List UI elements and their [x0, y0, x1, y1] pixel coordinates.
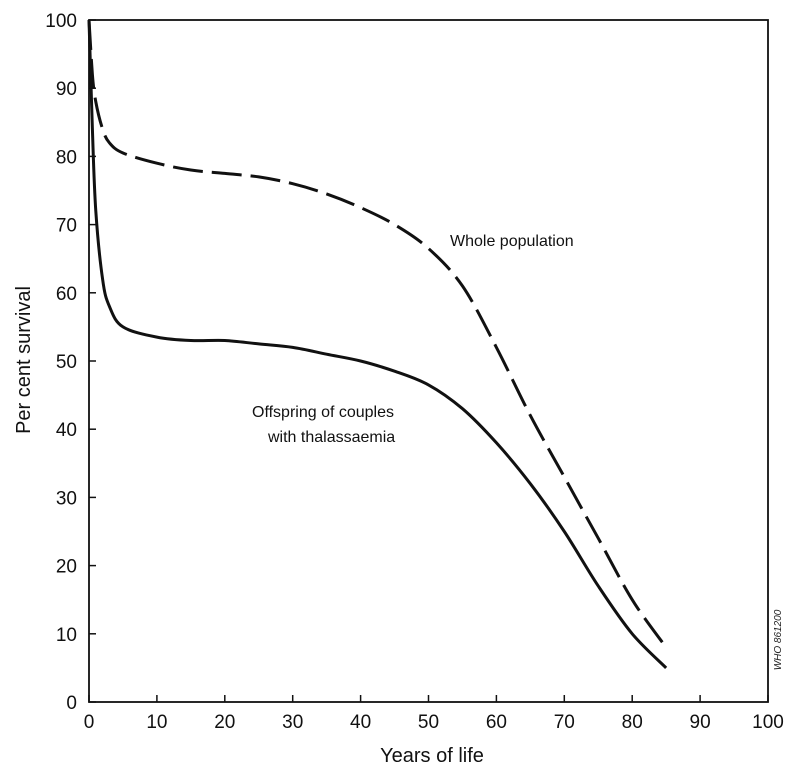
y-tick-label: 80 [56, 147, 77, 168]
y-tick-label: 90 [56, 79, 77, 100]
whole-population-line [87, 19, 668, 649]
who-credit-text: WHO 861200 [773, 609, 784, 670]
x-tick-label: 0 [84, 712, 95, 733]
x-axis-title: Years of life [380, 745, 484, 767]
offspring-label-line2: with thalassaemia [267, 429, 395, 446]
y-tick-label: 10 [56, 625, 77, 646]
x-tick-label: 10 [146, 712, 167, 733]
y-tick-label: 30 [56, 488, 77, 509]
offspring-label-line1: Offspring of couples [252, 404, 394, 421]
y-tick-label: 40 [56, 420, 77, 441]
x-axis-ticks: 0 10 20 30 40 50 60 70 80 90 100 [84, 695, 784, 733]
y-tick-label: 0 [66, 693, 77, 714]
y-tick-label: 100 [45, 11, 77, 32]
x-tick-label: 50 [418, 712, 439, 733]
series-layer [87, 19, 668, 669]
x-tick-label: 90 [690, 712, 711, 733]
y-tick-label: 60 [56, 284, 77, 305]
x-tick-label: 20 [214, 712, 235, 733]
thalassaemia-offspring-line [87, 19, 668, 669]
y-axis-title: Per cent survival [13, 286, 35, 434]
x-tick-label: 70 [554, 712, 575, 733]
x-tick-label: 40 [350, 712, 371, 733]
plot-border [88, 19, 769, 703]
x-tick-label: 100 [752, 712, 784, 733]
x-tick-label: 80 [622, 712, 643, 733]
y-tick-label: 70 [56, 216, 77, 237]
y-axis-ticks: 0 10 20 30 40 50 60 70 80 90 100 [45, 11, 96, 714]
y-tick-label: 50 [56, 352, 77, 373]
x-tick-label: 30 [282, 712, 303, 733]
y-tick-label: 20 [56, 557, 77, 578]
whole-population-label: Whole population [450, 233, 574, 250]
x-tick-label: 60 [486, 712, 507, 733]
plot-frame [88, 19, 769, 703]
